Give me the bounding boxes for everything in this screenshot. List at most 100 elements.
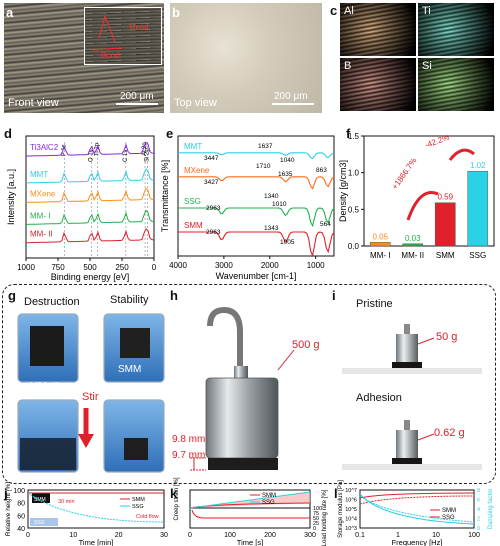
- xps-peak-label: Al 2p: [142, 142, 148, 156]
- eds-map-al: Al: [340, 3, 416, 56]
- rheology-x-label: Frequency [Hz]: [392, 538, 443, 546]
- creep-y-label-bottom: Load holding rate [%]: [322, 489, 328, 546]
- xps-x-tick-label: 1000: [17, 263, 35, 272]
- density-y-tick-label: 1.5: [348, 132, 360, 141]
- weight-body: [205, 377, 279, 459]
- ftir-x-tick-label: 2000: [261, 261, 279, 270]
- rheology-y-left-tick-label: 10^3: [345, 526, 357, 532]
- density-category-label: SSG: [469, 251, 486, 260]
- height-y-tick-label: 40: [17, 526, 25, 533]
- adhesion-illustration: 50 g 0.62 g: [342, 324, 482, 470]
- xps-series-label: MXene: [30, 189, 56, 198]
- density-bar: [402, 243, 424, 247]
- density-chart: 0.0 0.5 1.0 1.5 Density [g/cm3] 0.05 MM- I 0.03…: [338, 132, 495, 260]
- rheology-y-label-left: Storage modulus [Pa]: [338, 480, 344, 538]
- eds-map-si: Si: [418, 58, 494, 111]
- height-legend-label: SSG: [132, 504, 144, 510]
- density-axes-frame: [363, 135, 495, 247]
- ftir-annotation: 1710: [256, 163, 271, 170]
- label-smm: SMM: [118, 364, 141, 375]
- beaker-illustration: Stir MM- II SMM: [17, 313, 165, 473]
- pristine-weight: 50 g: [436, 331, 457, 343]
- panel-h: h 500 g 9.8 mm 9.7 mm: [170, 288, 330, 480]
- sample-block: [208, 458, 278, 470]
- panel-i: i Pristine Adhesion 50 g 0.62 g: [332, 288, 492, 480]
- ftir-annotation: 3427: [204, 179, 219, 186]
- dim-label-2: 9.7 mm: [172, 450, 205, 461]
- scale-bar-b: [272, 103, 314, 105]
- panel-j-container: j: [4, 486, 168, 546]
- xps-y-label: Intensity [a.u.]: [6, 169, 16, 225]
- xps-series-label: Ti3AlC2: [30, 143, 59, 152]
- xps-peak-label: Ti 2p: [95, 142, 101, 156]
- rheology-ssg-damping: [359, 495, 475, 523]
- panel-b: b 200 μm Top view: [170, 3, 322, 113]
- xps-x-tick-label: 500: [83, 263, 97, 272]
- rheology-ssg-modulus: [359, 495, 475, 505]
- rheology-y-label-right: Damping factor: [488, 489, 494, 530]
- height-series-ssg: [27, 492, 165, 523]
- ftir-series-label: MMT: [184, 142, 202, 151]
- density-y-tick-label: 0.0: [348, 242, 360, 251]
- view-label-a: Front view: [8, 97, 59, 109]
- ftir-annotation: 564: [320, 221, 331, 228]
- beaker-top-right: [103, 313, 165, 383]
- panel-f: f 0.0 0.5 1.0 1.5 Density [g/cm3] 0.05 MM- I 0.…: [338, 126, 498, 282]
- density-bar: [369, 242, 391, 247]
- height-x-tick-label: 30: [160, 532, 168, 539]
- creep-y-right-tick-label: 0: [313, 526, 316, 532]
- rheology-legend-label: SMM: [442, 508, 456, 514]
- panel-k-container: k: [170, 486, 330, 546]
- eds-map-b: B: [340, 58, 416, 111]
- ftir-axes-frame: [177, 135, 335, 257]
- density-value-label: 0.03: [405, 234, 421, 243]
- height-note-time: 30 min: [58, 499, 75, 505]
- height-y-tick-label: 80: [17, 501, 25, 508]
- height-inset-smm: [32, 493, 50, 503]
- ftir-x-label: Wavenumber [cm-1]: [216, 271, 297, 281]
- eds-map-grid: Al Ti B Si: [340, 3, 496, 113]
- label-adhesion: Adhesion: [356, 392, 402, 404]
- inset-micrograph: Metal Bond: [84, 7, 162, 65]
- beaker-bottom-right: [103, 399, 165, 473]
- height-y-label: Relative height [%]: [5, 482, 12, 536]
- panel-e: e 4000 3000 2000 1000 Wavenumber [cm-1] Trans…: [160, 126, 338, 282]
- rheology-axes-frame: [359, 489, 475, 529]
- weight-illustration: 500 g 9.8 mm 9.7 mm: [172, 306, 320, 471]
- creep-legend-label: SMM: [262, 493, 276, 499]
- creep-y-right-tick-label: 25: [313, 521, 319, 527]
- label-pristine: Pristine: [356, 298, 393, 310]
- label-stir: Stir: [82, 391, 99, 403]
- rheology-y-right-tick-label: 8: [477, 488, 480, 494]
- ftir-chart: 4000 3000 2000 1000 Wavenumber [cm-1] Transmi…: [160, 135, 335, 281]
- creep-x-tick-label: 300: [304, 532, 316, 539]
- height-x-tick-label: 10: [69, 532, 77, 539]
- xps-series-line: [26, 209, 154, 225]
- xps-x-label: Binding energy [eV]: [51, 272, 130, 282]
- rheology-legend-label: SSG: [442, 515, 455, 521]
- ftir-series-line: [178, 207, 335, 228]
- rheology-y-left-tick-label: 10^4: [345, 517, 357, 523]
- height-retention-chart: 40 60 80 100 0 10 20 30 Time [min] Relative heigh…: [5, 482, 168, 546]
- panel-g: g Destruction Stability Stir MM- II SMM: [8, 288, 168, 480]
- panel-label-a: a: [6, 5, 14, 20]
- top-view-micrograph: [170, 3, 322, 113]
- density-bar: [434, 202, 456, 247]
- ftir-x-tick-label: 1000: [307, 261, 325, 270]
- height-y-tick-label: 60: [17, 513, 25, 520]
- load-holding-line: [191, 509, 310, 519]
- rheology-x-tick-label: 0.1: [355, 532, 365, 539]
- density-arrow-up: [406, 191, 439, 221]
- adhesion-setup: 0.62 g: [342, 420, 482, 470]
- rheology-y-right-tick-label: 4: [477, 507, 480, 513]
- rheology-x-tick-label: 100: [468, 532, 480, 539]
- weight-hook: [207, 306, 243, 368]
- panel-d: d 1000 750 500 250 0 Binding energy [eV] Inten…: [4, 126, 160, 282]
- ftir-series-label: MXene: [184, 166, 210, 175]
- ftir-annotation: 1635: [278, 171, 293, 178]
- weight-neck: [234, 366, 248, 378]
- ftir-annotation: 1040: [280, 157, 295, 164]
- creep-series-ssg: [189, 491, 311, 509]
- height-note-flow: Cold flow: [136, 514, 159, 520]
- density-value-label: 0.59: [437, 193, 453, 202]
